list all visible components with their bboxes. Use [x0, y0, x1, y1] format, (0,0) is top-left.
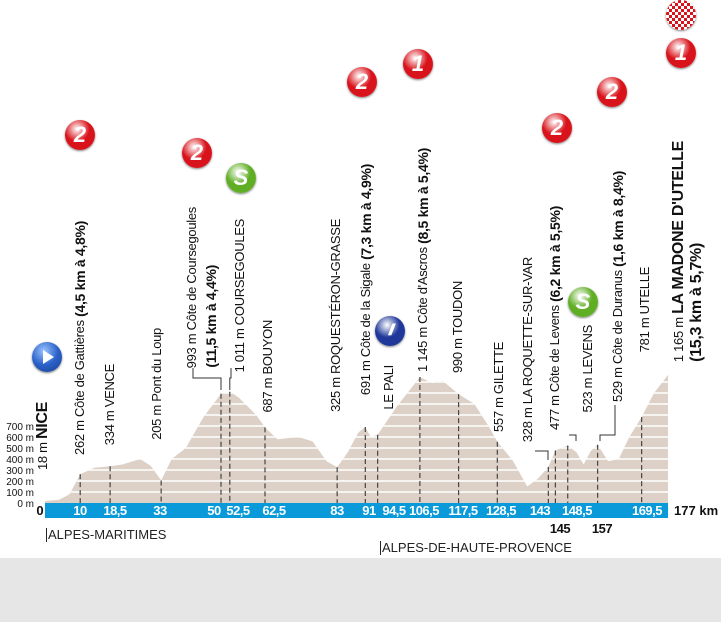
label-text: 18 m — [35, 438, 50, 470]
profile-label: 18 m NICE — [34, 401, 51, 470]
label-text: 781 m UTELLE — [637, 266, 652, 352]
profile-label: 691 m Côte de la Sigale (7,3 km à 4,9%) — [358, 163, 374, 395]
label-text: 990 m TOUDON — [450, 280, 465, 373]
label-text: 993 m Côte de Coursegoules — [184, 206, 199, 368]
label-text: 1 145 m Côte d'Ascros — [415, 243, 430, 372]
sprint-icon: S — [226, 163, 256, 193]
label-leader-line — [229, 368, 232, 390]
km-tick-label: 128,5 — [486, 503, 516, 518]
y-tick-label: 400 m — [6, 455, 34, 466]
label-bold-text: (15,3 km à 5,7%) — [688, 243, 705, 362]
km-tick-label: 148,5 — [562, 503, 592, 518]
profile-label: 523 m LEVENS — [580, 324, 595, 412]
label-text: 477 m Côte de Levens — [547, 301, 562, 430]
km-tick-label: 145 — [550, 521, 570, 536]
start-icon — [32, 342, 62, 372]
kom-category-icon: 2 — [65, 120, 95, 150]
x-end-label: 177 km — [674, 503, 718, 518]
kom-category-icon: 2 — [347, 67, 377, 97]
y-tick-label: 200 m — [6, 477, 34, 488]
y-tick-label: 300 m — [6, 466, 34, 477]
km-tick-label: 94,5 — [382, 503, 406, 518]
kom-category-icon: 2 — [542, 113, 572, 143]
km-tick-label: 62,5 — [262, 503, 286, 518]
profile-label: 1 145 m Côte d'Ascros (8,5 km à 5,4%) — [415, 147, 431, 372]
label-text: 691 m Côte de la Sigale — [358, 259, 373, 395]
label-text: 1 011 m COURSEGOULES — [232, 218, 247, 372]
kom-category-icon: 2 — [597, 77, 627, 107]
km-tick-label: 52,5 — [226, 503, 250, 518]
label-text: 529 m Côte de Duranus — [610, 266, 625, 402]
finish-flag-icon — [666, 0, 696, 30]
y-tick-label: 100 m — [6, 488, 34, 499]
label-bold-text: (4,5 km à 4,8%) — [72, 221, 88, 317]
label-leader-line — [599, 405, 616, 441]
label-text: 205 m Pont du Loup — [149, 328, 164, 440]
label-leader-line — [192, 368, 222, 390]
feed-zone-icon: // — [375, 316, 405, 346]
km-tick-label: 18,5 — [103, 503, 127, 518]
kom-category-icon: 1 — [666, 38, 696, 68]
label-leader-line — [535, 450, 549, 460]
profile-label: 328 m LA ROQUETTE-SUR-VAR — [520, 256, 535, 442]
footer-band — [0, 558, 721, 622]
profile-label: 993 m Côte de Coursegoules — [184, 206, 199, 368]
profile-label: 1 011 m COURSEGOULES — [232, 218, 247, 372]
profile-label: (15,3 km à 5,7%) — [688, 243, 705, 362]
profile-label: 1 165 m LA MADONE D'UTELLE — [670, 140, 687, 362]
kom-category-icon: 2 — [182, 138, 212, 168]
label-bold-text: LA MADONE D'UTELLE — [670, 140, 687, 314]
profile-label: 687 m BOUYON — [260, 319, 275, 413]
profile-label: 781 m UTELLE — [637, 266, 652, 352]
km-tick-label: 117,5 — [448, 503, 478, 518]
sprint-icon: S — [568, 287, 598, 317]
profile-label: 262 m Côte de Gattières (4,5 km à 4,8%) — [72, 221, 88, 455]
label-bold-text: (7,3 km à 4,9%) — [358, 163, 374, 260]
km-tick-label: 169,5 — [632, 503, 662, 518]
km-tick-label: 91 — [362, 503, 376, 518]
y-tick-label: 600 m — [6, 433, 34, 444]
label-bold-text: (8,5 km à 5,4%) — [415, 147, 431, 244]
profile-label: (11,5 km à 4,4%) — [203, 265, 219, 368]
profile-label: 205 m Pont du Loup — [149, 328, 164, 440]
profile-label: 529 m Côte de Duranus (1,6 km à 8,4%) — [610, 171, 626, 402]
label-text: LE PALI — [381, 365, 396, 410]
x-start-label: 0 — [36, 503, 43, 518]
km-tick-label: 10 — [73, 503, 87, 518]
km-tick-label: 106,5 — [409, 503, 439, 518]
km-tick-label: 157 — [592, 521, 612, 536]
label-text: 325 m ROQUESTÉRON-GRASSE — [328, 219, 343, 412]
km-tick-label: 143 — [530, 503, 550, 518]
label-bold-text: NICE — [34, 401, 51, 439]
profile-label: 990 m TOUDON — [450, 280, 465, 373]
profile-label: 325 m ROQUESTÉRON-GRASSE — [328, 219, 343, 412]
profile-label: 477 m Côte de Levens (6,2 km à 5,5%) — [547, 205, 563, 430]
region-label: ALPES-MARITIMES — [46, 527, 167, 542]
label-text: 523 m LEVENS — [580, 324, 595, 412]
y-tick-label: 700 m — [6, 422, 34, 433]
region-label: ALPES-DE-HAUTE-PROVENCE — [380, 540, 572, 555]
km-tick-label: 50 — [207, 503, 221, 518]
profile-label: 334 m VENCE — [102, 363, 117, 445]
label-leader-line — [569, 434, 577, 441]
label-bold-text: (1,6 km à 8,4%) — [610, 171, 626, 267]
label-text: 262 m Côte de Gattières — [72, 316, 87, 455]
elevation-profile — [45, 374, 669, 503]
label-text: 1 165 m — [671, 313, 686, 362]
label-bold-text: (6,2 km à 5,5%) — [547, 205, 563, 302]
label-text: 334 m VENCE — [102, 363, 117, 445]
profile-label: LE PALI — [381, 365, 396, 410]
label-text: 557 m GILETTE — [491, 341, 506, 432]
kom-category-icon: 1 — [403, 49, 433, 79]
km-tick-label: 33 — [153, 503, 167, 518]
distance-bar — [45, 503, 669, 518]
km-tick-label: 83 — [330, 503, 344, 518]
y-tick-label: 0 m — [17, 499, 34, 510]
label-text: 328 m LA ROQUETTE-SUR-VAR — [520, 256, 535, 442]
profile-label: 557 m GILETTE — [491, 341, 506, 432]
y-tick-label: 500 m — [6, 444, 34, 455]
label-bold-text: (11,5 km à 4,4%) — [203, 265, 219, 368]
label-text: 687 m BOUYON — [260, 319, 275, 413]
